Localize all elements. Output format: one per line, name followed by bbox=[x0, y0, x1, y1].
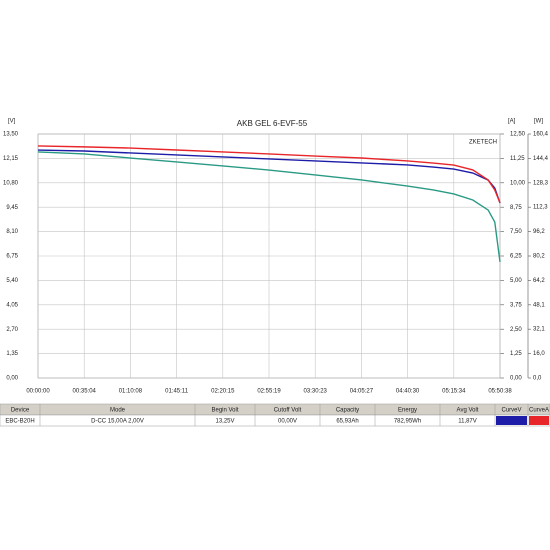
y-tick-label: 5,40 bbox=[6, 278, 18, 284]
y3-tick-label: 112,3 bbox=[533, 205, 548, 211]
column-header: Device bbox=[11, 408, 30, 414]
y2-tick-label: 2,50 bbox=[510, 327, 522, 333]
curve-swatch bbox=[529, 416, 549, 425]
y-tick-label: 0,00 bbox=[6, 376, 18, 382]
y2-tick-label: 6,25 bbox=[510, 254, 522, 260]
column-header: CurveV bbox=[501, 408, 521, 414]
y2-tick-label: 12,50 bbox=[510, 132, 526, 138]
y-tick-label: 6,75 bbox=[6, 254, 18, 260]
column-header: Energy bbox=[398, 408, 417, 414]
y2-tick-label: 10,00 bbox=[510, 180, 526, 186]
chart-title: AKB GEL 6-EVF-55 bbox=[237, 119, 308, 128]
y3-tick-label: 96,2 bbox=[533, 229, 545, 235]
y-unit: [V] bbox=[8, 119, 16, 125]
table-cell: 11,87V bbox=[458, 419, 477, 425]
x-tick-label: 01:10:08 bbox=[119, 389, 143, 395]
y-tick-label: 9,45 bbox=[6, 205, 18, 211]
table-row bbox=[0, 414, 550, 427]
y2-tick-label: 7,50 bbox=[510, 229, 522, 235]
x-tick-label: 01:45:11 bbox=[165, 389, 189, 395]
x-tick-label: 04:05:27 bbox=[350, 389, 374, 395]
table-cell: 13,25V bbox=[215, 419, 234, 425]
x-tick-label: 00:00:00 bbox=[26, 389, 50, 395]
y3-tick-label: 64,2 bbox=[533, 278, 545, 284]
x-tick-label: 05:50:38 bbox=[488, 389, 512, 395]
curve-swatch bbox=[496, 416, 527, 425]
y-tick-label: 1,35 bbox=[6, 351, 18, 357]
table-cell: 65,93Ah bbox=[336, 419, 358, 425]
column-header: Capacity bbox=[336, 408, 359, 414]
table-cell: 00,00V bbox=[278, 419, 297, 425]
column-header: Mode bbox=[110, 408, 126, 414]
column-header: Begin Volt bbox=[211, 408, 238, 414]
y2-tick-label: 1,25 bbox=[510, 351, 522, 357]
y3-tick-label: 128,3 bbox=[533, 180, 549, 186]
series-line bbox=[37, 151, 501, 263]
y-tick-label: 13,50 bbox=[3, 132, 19, 138]
y2-tick-label: 0,00 bbox=[510, 376, 522, 382]
y2-tick-label: 8,75 bbox=[510, 205, 522, 211]
x-tick-label: 02:55:19 bbox=[257, 389, 281, 395]
y-tick-label: 4,05 bbox=[6, 302, 18, 308]
y-tick-label: 8,10 bbox=[6, 229, 18, 235]
x-tick-label: 04:40:30 bbox=[396, 389, 420, 395]
table-cell: EBC-B20H bbox=[5, 419, 34, 425]
y3-tick-label: 16,0 bbox=[533, 351, 545, 357]
y-tick-label: 10,80 bbox=[3, 180, 19, 186]
table-cell: D-CC 15,00A 2,00V bbox=[91, 419, 144, 425]
x-tick-label: 02:20:15 bbox=[211, 389, 235, 395]
y2-tick-label: 5,00 bbox=[510, 278, 522, 284]
y3-tick-label: 48,1 bbox=[533, 302, 545, 308]
x-tick-label: 03:30:23 bbox=[304, 389, 328, 395]
y3-tick-label: 32,1 bbox=[533, 327, 545, 333]
column-header: CurveA bbox=[529, 408, 549, 414]
y3-tick-label: 160,4 bbox=[533, 132, 549, 138]
watermark: ZKETECH bbox=[469, 140, 497, 146]
y-tick-label: 12,15 bbox=[3, 156, 19, 162]
y3-tick-label: 144,4 bbox=[533, 156, 549, 162]
y2-unit: [A] bbox=[508, 119, 516, 125]
series-line bbox=[37, 149, 501, 204]
y-tick-label: 2,70 bbox=[6, 327, 18, 333]
column-header: Avg Volt bbox=[457, 408, 479, 414]
y2-tick-label: 11,25 bbox=[510, 156, 525, 162]
y3-tick-label: 80,2 bbox=[533, 254, 545, 260]
y2-tick-label: 3,75 bbox=[510, 302, 522, 308]
column-header: Cutoff Volt bbox=[274, 408, 302, 414]
series-line bbox=[37, 145, 501, 204]
x-tick-label: 05:15:34 bbox=[442, 389, 466, 395]
x-tick-label: 00:35:04 bbox=[73, 389, 97, 395]
table-cell: 782,95Wh bbox=[394, 419, 421, 425]
y3-tick-label: 0,0 bbox=[533, 376, 542, 382]
y3-unit: [W] bbox=[534, 119, 543, 125]
